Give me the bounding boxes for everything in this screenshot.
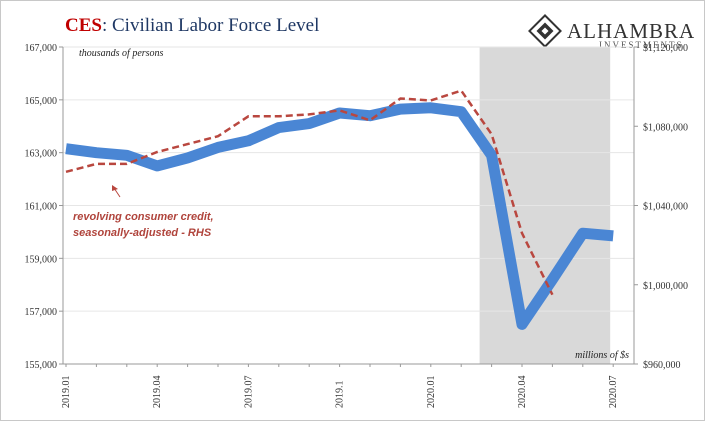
logo-subtitle: INVESTMENTS [599, 40, 684, 50]
alhambra-logo-icon [528, 14, 562, 48]
left-axis-ticks: 155,000 157,000 159,000 161,000 163,000 165,0… [25, 43, 63, 371]
annotation-arrowhead [112, 185, 118, 191]
labor-force-series-line [65, 102, 614, 330]
left-tick-label: 163,000 [25, 149, 58, 160]
chart-title: CES: Civilian Labor Force Level [65, 15, 319, 36]
x-tick-label: 2019.1 [335, 381, 346, 409]
right-tick-label: $1,120,000 [643, 43, 688, 54]
consumer-credit-series-line [65, 89, 554, 296]
chart-title-rest: : Civilian Labor Force Level [102, 15, 319, 36]
right-axis-ticks: $960,000 $1,000,000 $1,040,000 $1,080,000 $1… [634, 43, 688, 371]
x-tick-label: 2019.04 [152, 376, 163, 409]
credit-annotation: revolving consumer credit, seasonally-ad… [73, 185, 214, 239]
x-tick-label: 2020.01 [426, 376, 437, 409]
x-axis-ticks: 2019.01 2019.04 2019.07 2019.1 2020.01 2020.0… [61, 364, 619, 408]
right-tick-label: $1,000,000 [643, 281, 688, 292]
left-tick-label: 161,000 [25, 202, 58, 213]
x-tick-label: 2019.01 [61, 376, 72, 409]
x-tick-label: 2020.07 [608, 376, 619, 409]
x-tick-label: 2019.07 [243, 376, 254, 409]
right-tick-label: $1,080,000 [643, 122, 688, 133]
right-tick-label: $960,000 [643, 360, 681, 371]
left-tick-label: 155,000 [25, 360, 58, 371]
right-tick-label: $1,040,000 [643, 202, 688, 213]
logo-name: ALHAMBRA [567, 19, 695, 43]
x-tick-label: 2020.04 [517, 376, 528, 409]
left-tick-label: 165,000 [25, 96, 58, 107]
annotation-line-1: revolving consumer credit, [73, 211, 214, 223]
left-tick-label: 167,000 [25, 43, 58, 54]
alhambra-logo: ALHAMBRA INVESTMENTS [528, 14, 695, 50]
annotation-line-2: seasonally-adjusted - RHS [73, 227, 212, 239]
chart-title-accent: CES [65, 15, 102, 36]
left-tick-label: 157,000 [25, 307, 58, 318]
left-axis-unit-label: thousands of persons [79, 48, 164, 59]
left-tick-label: 159,000 [25, 254, 58, 265]
right-axis-unit-label: millions of $s [575, 350, 629, 361]
